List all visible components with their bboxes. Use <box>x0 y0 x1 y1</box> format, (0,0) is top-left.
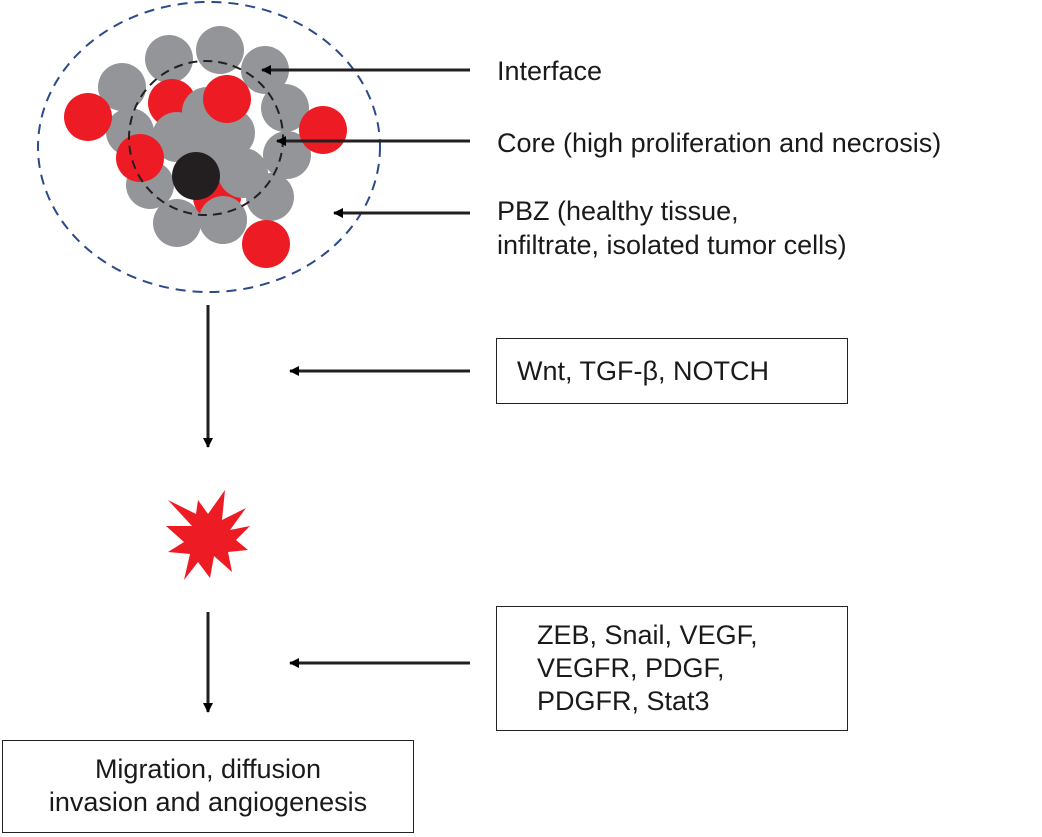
signals-text: Wnt, TGF-β, NOTCH <box>517 356 770 386</box>
signals-box-1: Wnt, TGF-β, NOTCH <box>496 338 848 404</box>
signals-text-line: ZEB, Snail, VEGF, <box>537 620 758 650</box>
signals-box-2: ZEB, Snail, VEGF, VEGFR, PDGF, PDGFR, St… <box>496 606 848 731</box>
signals-text-line: PDGFR, Stat3 <box>537 686 710 716</box>
pbz-label-line1: PBZ (healthy tissue, <box>497 196 739 226</box>
pbz-boundary <box>37 1 381 293</box>
outcome-box: Migration, diffusion invasion and angiog… <box>2 740 414 833</box>
outcome-text-line: Migration, diffusion <box>94 754 322 784</box>
interface-label: Interface <box>497 56 603 86</box>
transition-burst-icon <box>166 490 250 580</box>
signals-text-line: VEGFR, PDGF, <box>537 653 725 683</box>
pbz-label-line2: infiltrate, isolated tumor cells) <box>497 230 847 260</box>
outcome-text-line: invasion and angiogenesis <box>48 787 368 817</box>
core-label: Core (high proliferation and necrosis) <box>497 128 942 158</box>
necrotic-cell <box>172 152 220 200</box>
